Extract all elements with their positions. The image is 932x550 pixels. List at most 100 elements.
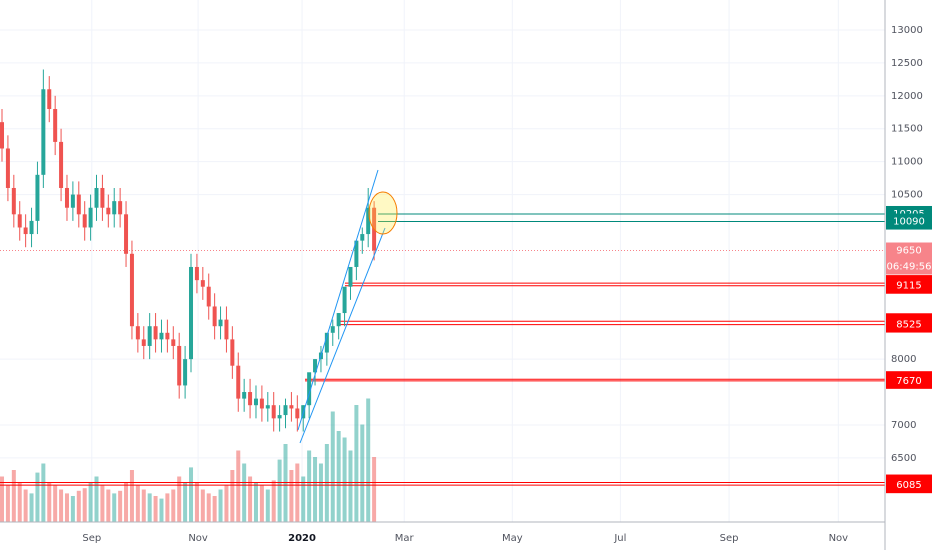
volume-bar <box>100 485 105 522</box>
y-tick-label: 8000 <box>891 354 916 365</box>
volume-bar <box>41 463 46 522</box>
candle-body <box>76 194 81 215</box>
x-tick-label: Nov <box>188 533 208 544</box>
y-tick-label: 13000 <box>891 25 923 36</box>
candle-body <box>153 326 158 340</box>
volume-bar <box>366 398 371 522</box>
volume-bar <box>47 483 52 522</box>
volume-bar <box>112 493 117 522</box>
volume-bar <box>212 496 217 522</box>
candle-body <box>360 234 365 241</box>
x-tick-label: Mar <box>395 533 415 544</box>
candle-body <box>307 372 312 406</box>
candle-body <box>135 326 140 340</box>
volume-bar <box>94 476 99 522</box>
candle-body <box>64 187 69 208</box>
volume-bar <box>177 476 182 522</box>
candle-body <box>53 108 58 142</box>
volume-bar <box>153 496 158 522</box>
volume-bar <box>372 457 377 522</box>
volume-bar <box>318 463 323 522</box>
volume-bar <box>23 489 28 522</box>
candle-body <box>0 122 5 149</box>
volume-bar <box>289 470 294 522</box>
volume-bar <box>5 485 10 522</box>
volume-bar <box>200 489 205 522</box>
candle-body <box>295 408 300 419</box>
volume-bar <box>17 483 22 522</box>
candle-body <box>183 359 188 386</box>
channel-upper <box>297 169 379 431</box>
price-level-box <box>886 277 932 294</box>
candle-body <box>354 240 359 267</box>
candle-body <box>283 405 288 416</box>
candle-body <box>88 207 93 228</box>
volume-bar <box>236 450 241 522</box>
candle-body <box>100 187 105 208</box>
x-tick-label: Jul <box>613 533 626 544</box>
volume-bar <box>242 463 247 522</box>
x-tick-label: May <box>502 533 523 544</box>
price-level-label: 8525 <box>896 320 921 331</box>
volume-bar <box>106 489 111 522</box>
volume-bar <box>141 489 146 522</box>
countdown-label: 06:49:56 <box>887 262 932 273</box>
candle-body <box>59 141 64 188</box>
volume-bar <box>53 485 58 522</box>
x-tick-label: Sep <box>720 533 739 544</box>
price-level-label: 6085 <box>896 480 921 491</box>
last-price-label: 9650 <box>896 246 921 257</box>
candle-body <box>265 405 270 409</box>
volume-bar <box>348 450 353 522</box>
volume-bar <box>307 450 312 522</box>
candle-body <box>336 313 341 327</box>
candle-body <box>141 339 146 346</box>
candle-body <box>259 398 264 409</box>
volume-bar <box>171 489 176 522</box>
price-level-label: 9115 <box>896 281 921 292</box>
volume-bar <box>330 411 335 522</box>
volume-bar <box>259 485 264 522</box>
volume-bar <box>88 483 93 522</box>
candle-body <box>206 286 211 307</box>
volume-bar <box>218 489 223 522</box>
candle-body <box>124 214 129 254</box>
candle-body <box>248 392 253 406</box>
volume-bar <box>70 496 75 522</box>
volume-bar <box>265 489 270 522</box>
candle-body <box>200 280 205 287</box>
candle-body <box>47 89 52 109</box>
candle-body <box>212 306 217 327</box>
volume-bar <box>129 470 134 522</box>
price-level-box <box>886 372 932 389</box>
candle-body <box>342 286 347 314</box>
volume-bar <box>230 470 235 522</box>
x-tick-label: Nov <box>829 533 849 544</box>
candle-body <box>330 326 335 333</box>
volume-bar <box>189 467 194 522</box>
price-level-label: 7670 <box>896 376 921 387</box>
y-tick-label: 11500 <box>891 124 923 135</box>
candle-body <box>218 319 223 327</box>
candle-body <box>70 194 75 208</box>
y-tick-label: 12500 <box>891 58 923 69</box>
channel-lower <box>299 227 386 444</box>
candle-body <box>366 207 371 235</box>
candle-body <box>112 201 117 215</box>
volume-bar <box>206 493 211 522</box>
volume-bar <box>360 424 365 522</box>
candle-body <box>348 266 353 287</box>
x-tick-label: Sep <box>82 533 101 544</box>
volume-bar <box>165 493 170 522</box>
candle-body <box>106 207 111 215</box>
candle-body <box>5 148 10 188</box>
volume-bar <box>271 480 276 522</box>
candle-body <box>289 405 294 409</box>
candle-body <box>271 405 276 419</box>
candle-body <box>171 339 176 346</box>
candle-body <box>159 332 164 340</box>
volume-bar <box>159 498 164 522</box>
price-level-box <box>886 213 932 230</box>
volume-bar <box>29 493 34 522</box>
